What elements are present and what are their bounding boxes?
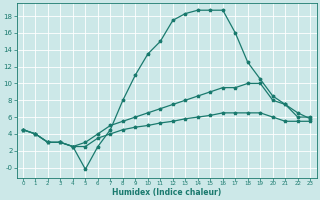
X-axis label: Humidex (Indice chaleur): Humidex (Indice chaleur) — [112, 188, 221, 197]
